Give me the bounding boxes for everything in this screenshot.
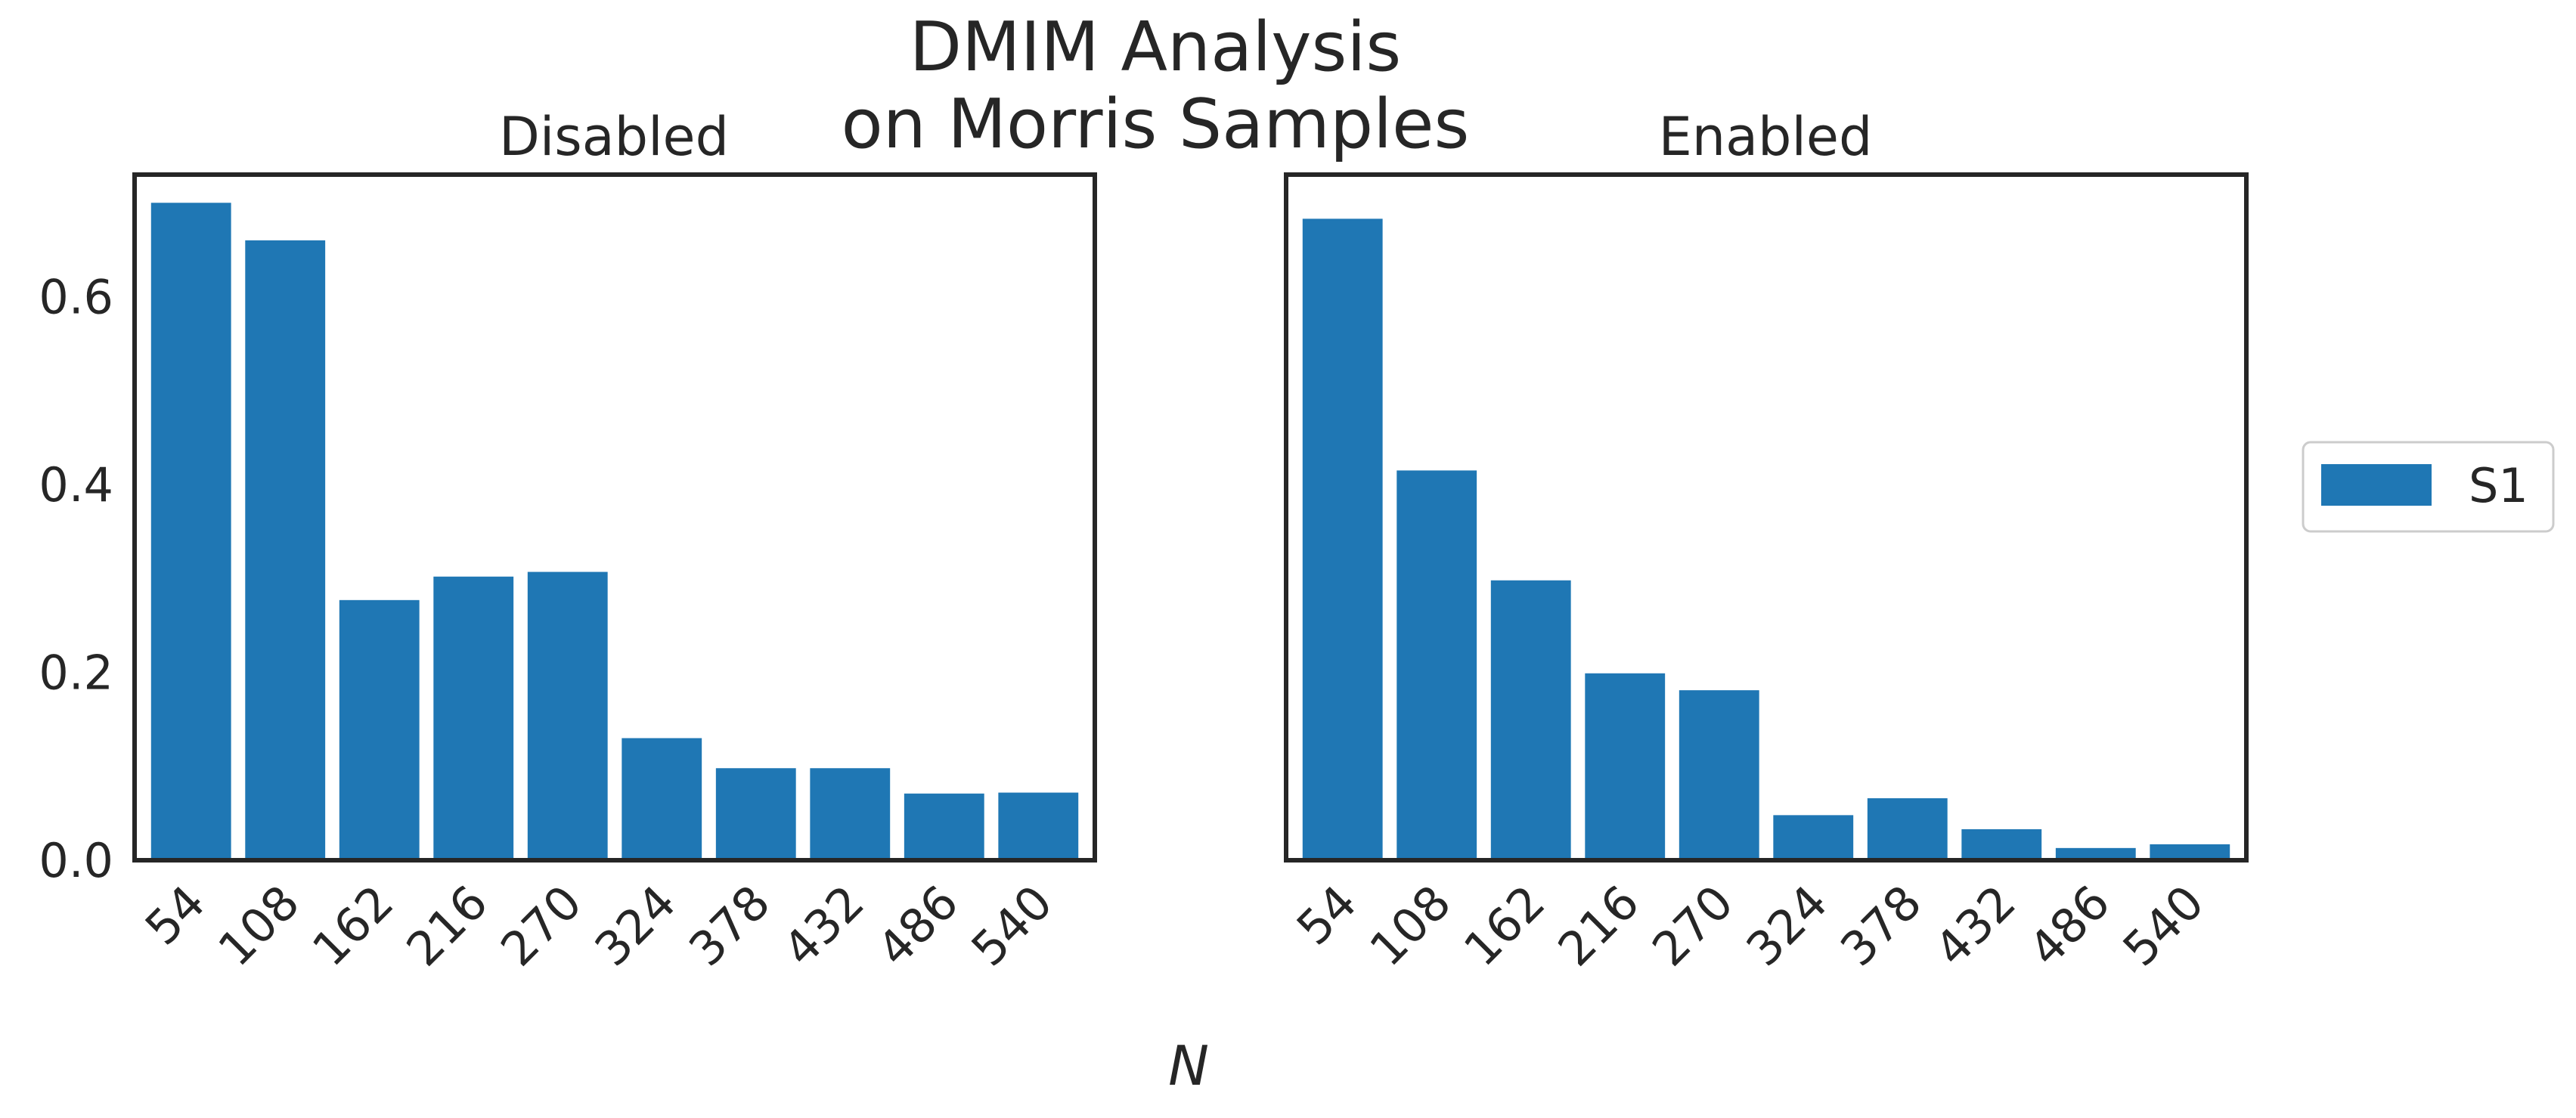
x-tick-label: 432 [773,875,875,977]
bar [1396,470,1477,860]
bar [1679,690,1759,860]
y-tick-label: 0.6 [39,270,113,325]
bar [433,576,514,860]
legend: S1 [2302,441,2555,533]
bar [1585,673,1666,860]
x-tick-label: 540 [961,875,1063,977]
axes-frame [1284,172,2249,863]
bar [2055,847,2136,860]
x-tick-label: 54 [135,875,215,955]
bar [810,768,891,860]
x-tick-label: 486 [866,875,969,977]
legend-swatch [2321,464,2432,506]
bar [715,768,796,860]
y-tick-label: 0.4 [39,457,113,513]
x-tick-label: 54 [1286,875,1367,955]
bar [1490,580,1571,860]
panel-title-enabled: Enabled [1659,106,1873,168]
bar [527,571,608,860]
x-tick-label: 324 [584,875,687,977]
x-tick-label: 486 [2018,875,2120,977]
x-axis-label: N [1168,1034,1209,1098]
x-tick-label: 270 [490,875,592,977]
bar [1302,218,1383,861]
x-tick-label: 324 [1736,875,1838,977]
x-tick-label: 162 [302,875,404,977]
bar [904,793,984,860]
x-tick-label: 432 [1924,875,2026,977]
bar [245,240,326,860]
bar [339,599,420,860]
bar [2150,844,2230,860]
bar [1773,815,1854,860]
x-tick-label: 162 [1453,875,1555,977]
x-tick-label: 108 [1359,875,1462,977]
x-tick-label: 216 [396,875,498,977]
x-tick-label: 270 [1641,875,1744,977]
panel-title-disabled: Disabled [499,106,729,168]
bar [622,738,702,860]
axes-frame [132,172,1097,863]
figure-title-line2: on Morris Samples [842,85,1470,164]
legend-label: S1 [2469,458,2528,513]
figure-title-line1: DMIM Analysis [910,8,1402,87]
y-tick-label: 0.2 [39,646,113,701]
x-tick-label: 108 [208,875,310,977]
bar [150,203,231,860]
bar [1867,797,1948,860]
y-tick-label: 0.0 [39,833,113,888]
x-tick-label: 216 [1548,875,1650,977]
x-tick-label: 378 [1830,875,1932,977]
bar [1961,828,2042,860]
x-tick-label: 378 [678,875,780,977]
x-tick-label: 540 [2113,875,2215,977]
bar [998,792,1079,860]
